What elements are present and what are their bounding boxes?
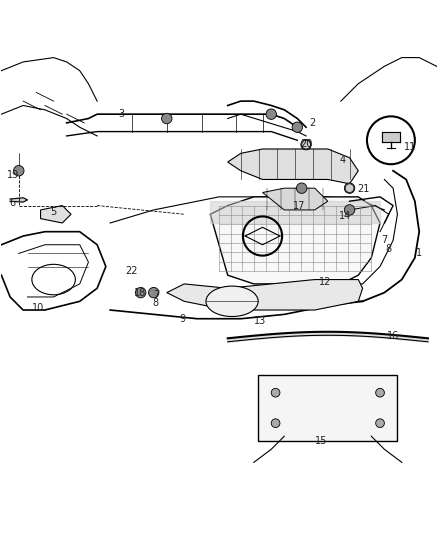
Text: 22: 22 — [125, 266, 138, 276]
Text: 18: 18 — [134, 288, 146, 297]
Circle shape — [148, 287, 159, 298]
Text: 15: 15 — [315, 435, 328, 446]
Text: 8: 8 — [153, 298, 159, 309]
Text: 3: 3 — [118, 109, 124, 119]
Text: 7: 7 — [381, 236, 388, 245]
Text: 20: 20 — [300, 139, 312, 149]
Circle shape — [301, 140, 311, 150]
Text: 5: 5 — [50, 207, 57, 217]
Text: 21: 21 — [357, 184, 370, 194]
Text: 9: 9 — [179, 314, 185, 324]
Polygon shape — [210, 197, 380, 284]
Circle shape — [376, 389, 385, 397]
Polygon shape — [228, 149, 358, 184]
Text: 11: 11 — [404, 142, 417, 152]
Ellipse shape — [206, 286, 258, 317]
Circle shape — [297, 183, 307, 193]
FancyBboxPatch shape — [258, 375, 397, 441]
Text: 14: 14 — [339, 212, 351, 221]
Text: 13: 13 — [254, 316, 266, 326]
Circle shape — [344, 183, 355, 193]
Text: 16: 16 — [387, 331, 399, 341]
Circle shape — [292, 122, 303, 133]
Circle shape — [271, 419, 280, 427]
Text: 12: 12 — [319, 277, 332, 287]
Text: 8: 8 — [386, 244, 392, 254]
Text: 2: 2 — [310, 118, 316, 128]
Circle shape — [135, 287, 146, 298]
Polygon shape — [262, 188, 328, 210]
Polygon shape — [41, 206, 71, 223]
Circle shape — [344, 205, 355, 215]
Polygon shape — [167, 279, 363, 310]
Text: 4: 4 — [340, 155, 346, 165]
Circle shape — [345, 184, 354, 192]
Circle shape — [162, 114, 172, 124]
Text: 7: 7 — [153, 290, 159, 300]
Text: 17: 17 — [293, 200, 306, 211]
Text: 10: 10 — [32, 303, 45, 313]
Polygon shape — [10, 198, 28, 202]
Text: 6: 6 — [9, 198, 15, 208]
Circle shape — [14, 166, 24, 176]
Circle shape — [271, 389, 280, 397]
Circle shape — [376, 419, 385, 427]
Text: 1: 1 — [416, 248, 422, 259]
Circle shape — [302, 140, 311, 149]
Circle shape — [266, 109, 276, 119]
Text: 19: 19 — [7, 170, 20, 180]
